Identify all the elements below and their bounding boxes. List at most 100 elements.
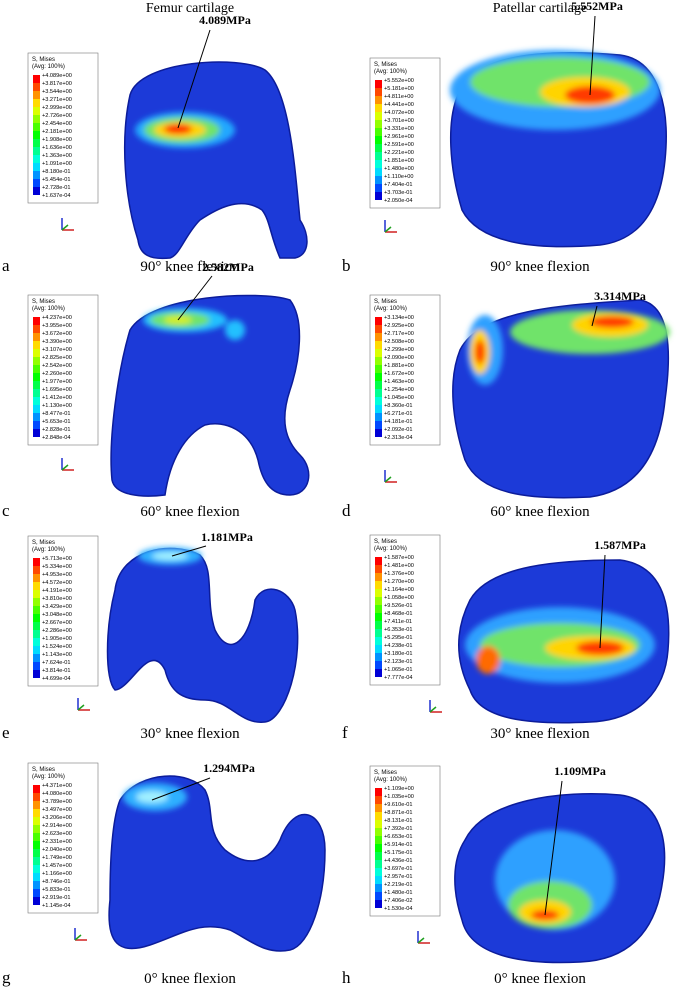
stress-hotspot <box>143 308 245 340</box>
legend-swatch <box>375 381 382 389</box>
legend-swatch <box>33 873 40 881</box>
legend-value: +5.334e+00 <box>42 564 72 570</box>
legend-swatch <box>33 163 40 171</box>
hotspot <box>590 316 634 328</box>
legend-value: +1.749e+00 <box>42 855 72 861</box>
legend-value: +1.110e+00 <box>384 174 413 180</box>
legend-value: +3.701e+00 <box>384 118 414 124</box>
legend-swatch <box>375 645 382 653</box>
legend-value: +9.526e-01 <box>384 603 412 609</box>
legend-subtitle: (Avg: 100%) <box>374 69 407 75</box>
legend-swatch <box>33 389 40 397</box>
legend-swatch <box>375 557 382 565</box>
stress-hotspot <box>135 112 235 148</box>
legend-swatch <box>375 613 382 621</box>
legend-value: +7.392e-01 <box>384 826 412 832</box>
legend-value: +5.454e-01 <box>42 177 70 183</box>
legend-swatch <box>33 131 40 139</box>
legend-swatch <box>375 341 382 349</box>
panel-letter: g <box>2 968 11 987</box>
legend-swatch <box>33 590 40 598</box>
legend-swatch <box>375 152 382 160</box>
legend-value: +1.164e+00 <box>384 587 414 593</box>
legend-value: +4.699e-04 <box>42 676 70 682</box>
legend-value: +8.746e-01 <box>42 879 70 885</box>
legend-value: +3.390e+00 <box>42 339 72 345</box>
legend-swatch <box>33 405 40 413</box>
legend-swatch <box>33 849 40 857</box>
legend-value: +6.653e-01 <box>384 834 412 840</box>
panel-caption: 30° knee flexion <box>140 726 240 742</box>
panel-letter: d <box>342 501 351 520</box>
legend-swatch <box>33 825 40 833</box>
legend-swatch <box>375 104 382 112</box>
contour-model <box>454 793 666 964</box>
legend-value: +1.130e+00 <box>42 403 72 409</box>
legend-swatch <box>375 144 382 152</box>
legend-swatch <box>375 120 382 128</box>
legend-swatch <box>33 897 40 905</box>
legend-value: +4.191e+00 <box>42 588 72 594</box>
stress-hotspot <box>450 50 660 130</box>
legend-swatch <box>375 804 382 812</box>
legend-value: +4.811e+00 <box>384 94 413 100</box>
legend-value: +2.919e-01 <box>42 895 70 901</box>
legend-swatch <box>33 357 40 365</box>
legend-swatch <box>33 841 40 849</box>
legend-value: +1.091e+00 <box>42 161 72 167</box>
peak-arrow <box>591 305 598 327</box>
panel: 1.587MPa f 30° knee flexion S, Mises(Avg: 1… <box>342 534 670 742</box>
legend-value: +2.623e+00 <box>42 831 72 837</box>
legend-value: +6.353e-01 <box>384 627 412 633</box>
legend-value: +5.914e-01 <box>384 842 412 848</box>
legend-swatch <box>33 107 40 115</box>
legend-value: +1.412e+00 <box>42 395 72 401</box>
legend-value: +2.961e+00 <box>384 134 414 140</box>
legend-swatch <box>375 168 382 176</box>
legend-swatch <box>33 99 40 107</box>
peak-label: 1.587MPa <box>594 538 646 552</box>
legend-swatch <box>33 325 40 333</box>
peak-label: 2.582MPa <box>202 260 254 274</box>
panel-letter: c <box>2 501 10 520</box>
legend: S, Mises(Avg: 100%) +5.552e+00 +5.181e+00 +… <box>369 57 441 209</box>
legend-swatch <box>33 187 40 195</box>
legend-value: +1.463e+00 <box>384 379 414 385</box>
legend-swatch <box>375 429 382 437</box>
legend-value: +1.109e+00 <box>384 786 414 792</box>
column-header: Femur cartilage <box>146 1 234 16</box>
legend-value: +1.065e-01 <box>384 667 412 673</box>
legend-value: +1.908e+00 <box>42 137 72 143</box>
legend-swatch <box>33 598 40 606</box>
hotspot <box>476 646 500 674</box>
legend-value: +1.851e+00 <box>384 158 414 164</box>
legend-swatch <box>33 333 40 341</box>
legend: S, Mises(Avg: 100%) +4.089e+00 +3.817e+00 +… <box>27 52 99 204</box>
legend-value: +8.871e-01 <box>384 810 412 816</box>
legend-value: +2.123e-01 <box>384 659 412 665</box>
legend-swatch <box>375 812 382 820</box>
legend-swatch <box>375 597 382 605</box>
axis-triad <box>61 218 74 231</box>
contour-model <box>452 299 670 499</box>
legend-value: +3.955e+00 <box>42 323 72 329</box>
legend-swatch <box>33 606 40 614</box>
legend-swatch <box>375 669 382 677</box>
legend-swatch <box>375 565 382 573</box>
axis-triad <box>77 698 90 711</box>
legend-value: +7.406e-02 <box>384 898 412 904</box>
legend-swatch <box>33 365 40 373</box>
legend-swatch <box>375 389 382 397</box>
legend-value: +5.833e-01 <box>42 887 70 893</box>
legend-swatch <box>375 796 382 804</box>
panel: 1.109MPa h 0° knee flexion S, Mises(Avg: 10… <box>342 764 666 987</box>
legend-title: S, Mises <box>32 540 55 546</box>
legend-value: +8.360e-01 <box>384 403 412 409</box>
legend-value: +1.363e+00 <box>42 153 72 159</box>
legend-swatch <box>375 88 382 96</box>
legend-swatch <box>33 349 40 357</box>
legend-swatch <box>375 828 382 836</box>
legend-swatch <box>33 373 40 381</box>
legend-title: S, Mises <box>32 299 55 305</box>
panel-letter: h <box>342 968 351 987</box>
